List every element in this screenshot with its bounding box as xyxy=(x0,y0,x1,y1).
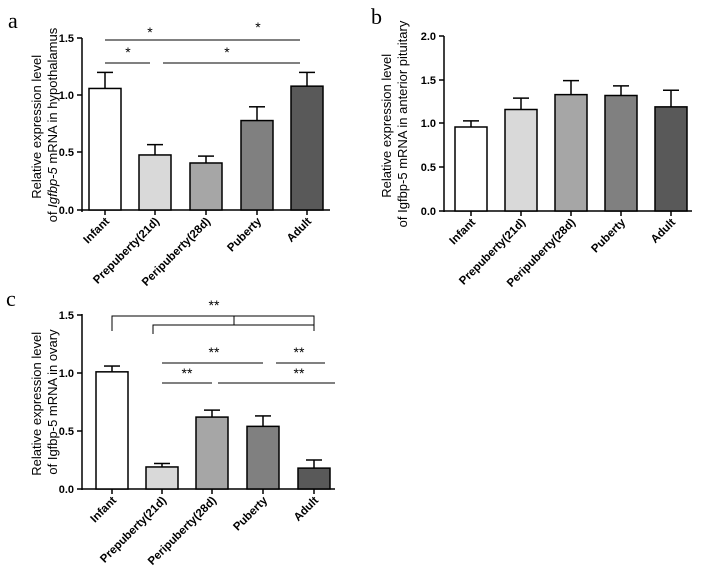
bar-puberty xyxy=(246,425,280,490)
sig-label: ** xyxy=(182,365,193,381)
panel-b-xtick-label: Adult xyxy=(649,217,678,246)
panel-c-ytick-label: 1.5 xyxy=(59,310,74,322)
panel-c-xtick-label: Puberty xyxy=(231,494,270,533)
panel-c-ytick-label: 0.0 xyxy=(59,484,74,496)
panel-a-ylabel-line1: Relative expression level xyxy=(29,55,44,199)
panel-a-ytick-label: 1.0 xyxy=(59,90,74,102)
panel-a: a Relative expression level of Igfbp-5 m… xyxy=(8,8,330,289)
panel-c-ylabel: Relative expression level of Igfbp-5 mRN… xyxy=(29,328,60,475)
panel-a-significance: * * * * xyxy=(105,19,300,64)
sig-label: * xyxy=(125,44,131,60)
panel-a-ylabel-gene: Igfbp-5 xyxy=(45,166,60,207)
panel-a-ylabel: Relative expression level of Igfbp-5 mRN… xyxy=(29,27,60,222)
bar-puberty xyxy=(240,119,274,211)
panel-letter-a: a xyxy=(8,8,18,33)
sig-label: * xyxy=(224,44,230,60)
bar-infant xyxy=(454,126,488,212)
panel-b: b Relative expression level of Igfbp-5 m… xyxy=(371,4,692,290)
bar-adult xyxy=(290,85,324,211)
panel-b-y-axis: 0.0 0.5 1.0 1.5 2.0 xyxy=(421,31,445,218)
panel-c: c Relative expression level of Igfbp-5 m… xyxy=(6,286,335,568)
bar-adult xyxy=(654,106,688,212)
panel-b-ylabel-line1: Relative expression level xyxy=(379,54,394,198)
panel-b-ytick-label: 0.5 xyxy=(421,162,436,174)
panel-b-ylabel-line2: of Igfbp-5 mRNA in anterior pituitary xyxy=(395,20,410,227)
panel-a-x-axis: Infant Prepuberty(21d) Peripuberty(28d) … xyxy=(81,209,330,289)
sig-label: * xyxy=(147,24,153,40)
panel-a-bars xyxy=(88,71,324,211)
sig-label: * xyxy=(255,19,261,35)
panel-b-ytick-label: 2.0 xyxy=(421,31,436,43)
sig-label: ** xyxy=(294,344,305,360)
bar-peripuberty-28d xyxy=(195,416,229,490)
bar-adult xyxy=(297,467,331,490)
panel-a-ytick-label: 0.5 xyxy=(59,147,74,159)
panel-b-x-axis: Infant Prepuberty(21d) Peripuberty(28d) … xyxy=(444,210,692,290)
panel-c-y-axis: 0.0 0.5 1.0 1.5 xyxy=(59,310,83,496)
bar-peripuberty-28d xyxy=(554,93,588,212)
panel-c-bars xyxy=(95,365,331,490)
panel-c-xtick-label: Adult xyxy=(292,495,321,524)
bar-peripuberty-28d xyxy=(189,162,223,211)
panel-b-ytick-label: 0.0 xyxy=(421,206,436,218)
panel-c-significance: ** ** ** ** ** xyxy=(111,297,335,384)
sig-label: ** xyxy=(209,297,220,313)
panel-c-xtick-label: Infant xyxy=(88,495,119,526)
panel-b-xtick-label: Puberty xyxy=(589,216,628,255)
panel-a-ylabel-line2-post: mRNA in hypothalamus xyxy=(45,27,60,167)
panel-a-xtick-label: Infant xyxy=(81,216,112,247)
panel-a-ylabel-line2-pre: of xyxy=(45,208,60,222)
panel-b-ytick-label: 1.0 xyxy=(421,118,436,130)
sig-bracket-arm xyxy=(152,324,314,334)
bar-puberty xyxy=(604,94,638,212)
bar-infant xyxy=(95,371,129,490)
panel-c-x-axis: Infant Prepuberty(21d) Peripuberty(28d) … xyxy=(82,488,335,568)
panel-b-ytick-label: 1.5 xyxy=(421,75,436,87)
panel-b-xtick-label: Infant xyxy=(447,217,478,248)
bar-prepuberty-21d xyxy=(504,108,538,212)
panel-c-ylabel-line1: Relative expression level xyxy=(29,332,44,476)
panel-a-y-axis: 0.0 0.5 1.0 1.5 xyxy=(59,33,83,217)
bar-infant xyxy=(88,87,122,211)
sig-bracket xyxy=(111,315,315,331)
panel-c-ytick-label: 0.5 xyxy=(59,426,74,438)
panel-a-xtick-label: Adult xyxy=(285,216,314,245)
panel-b-bars xyxy=(454,79,688,212)
panel-c-ylabel-line2: of Igfbp-5 mRNA in ovary xyxy=(45,329,60,475)
panel-a-ytick-label: 1.5 xyxy=(59,33,74,45)
sig-label: ** xyxy=(209,344,220,360)
panel-letter-c: c xyxy=(6,286,16,311)
panel-b-ylabel: Relative expression level of Igfbp-5 mRN… xyxy=(379,20,410,227)
bar-prepuberty-21d xyxy=(145,466,179,490)
bar-prepuberty-21d xyxy=(138,154,172,211)
sig-label: ** xyxy=(294,365,305,381)
panel-a-ytick-label: 0.0 xyxy=(59,205,74,217)
panel-c-ytick-label: 1.0 xyxy=(59,368,74,380)
panel-a-xtick-label: Puberty xyxy=(225,215,264,254)
panel-letter-b: b xyxy=(371,4,382,29)
